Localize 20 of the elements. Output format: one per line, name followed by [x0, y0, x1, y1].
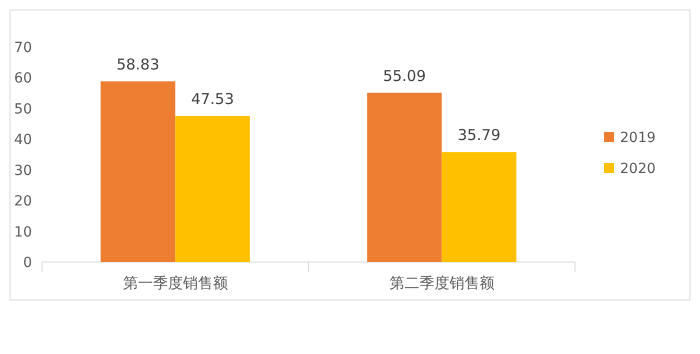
bar: [442, 152, 516, 262]
data-label: 35.79: [458, 126, 501, 144]
legend-label: 2020: [620, 161, 656, 177]
data-label: 58.83: [116, 55, 160, 74]
data-label: 47.53: [191, 90, 234, 108]
y-tick-label: 60: [14, 70, 32, 87]
bar: [367, 92, 442, 262]
y-tick-label: 10: [14, 224, 32, 240]
y-tick-label: 70: [14, 40, 32, 56]
y-tick-label: 50: [14, 101, 32, 118]
x-tick-label: 第二季度销售额: [389, 274, 494, 292]
x-tick-label: 第一季度销售额: [122, 274, 228, 292]
legend-label: 2019: [620, 130, 656, 146]
y-tick-label: 20: [14, 194, 32, 210]
bar: [100, 81, 176, 262]
y-tick-label: 40: [14, 132, 32, 148]
bar: [175, 116, 250, 262]
y-tick-label: 30: [14, 162, 32, 179]
data-label: 55.09: [382, 66, 426, 85]
y-tick-label: 0: [23, 255, 32, 271]
